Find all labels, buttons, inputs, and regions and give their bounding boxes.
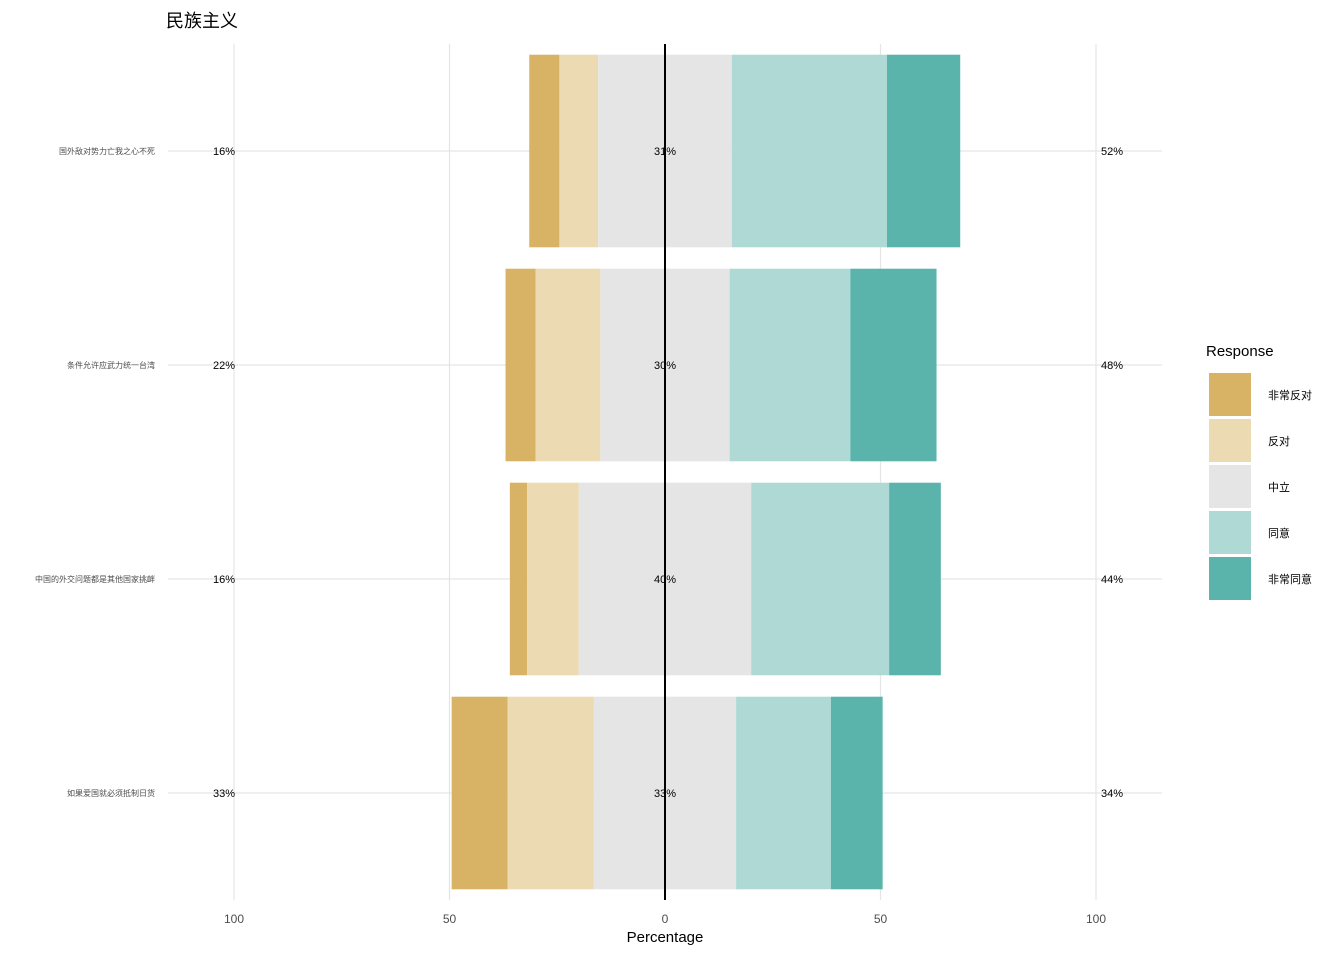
legend-title: Response bbox=[1206, 343, 1274, 360]
legend-key bbox=[1209, 465, 1251, 508]
x-tick-label: 50 bbox=[443, 912, 457, 926]
y-tick-label: 如果爱国就必须抵制日货 bbox=[67, 788, 155, 798]
label-layer: 国外敌对势力亡我之心不死 16% 31% 52% 条件允许应武力统一台湾 22% 30% 48… bbox=[35, 146, 1123, 800]
high-percent-label: 52% bbox=[1101, 146, 1123, 158]
x-axis: 100 50 0 50 100 bbox=[224, 912, 1106, 926]
x-axis-label: Percentage bbox=[627, 929, 704, 946]
x-tick-label: 50 bbox=[874, 912, 888, 926]
bar-segment bbox=[559, 54, 599, 248]
low-percent-label: 22% bbox=[213, 360, 235, 372]
neutral-percent-label: 33% bbox=[654, 788, 676, 800]
legend-label: 非常同意 bbox=[1268, 572, 1312, 586]
legend-label: 非常反对 bbox=[1268, 388, 1312, 402]
chart-title: 民族主义 bbox=[166, 11, 238, 32]
high-percent-label: 48% bbox=[1101, 360, 1123, 372]
low-percent-label: 16% bbox=[213, 574, 235, 586]
bar-segment bbox=[535, 268, 601, 462]
y-tick-label: 条件允许应武力统一台湾 bbox=[67, 360, 155, 370]
legend-label: 反对 bbox=[1268, 434, 1290, 448]
bar-segment bbox=[527, 482, 579, 676]
y-tick-label: 国外敌对势力亡我之心不死 bbox=[59, 146, 155, 156]
legend-key bbox=[1209, 373, 1251, 416]
bar-segment bbox=[529, 54, 560, 248]
low-percent-label: 16% bbox=[213, 146, 235, 158]
legend-key bbox=[1209, 419, 1251, 462]
y-tick-label: 中国的外交问题都是其他国家挑衅 bbox=[35, 574, 155, 584]
bar-segment bbox=[509, 482, 528, 676]
bar-segment bbox=[889, 482, 941, 676]
bar-segment bbox=[830, 696, 883, 890]
neutral-percent-label: 40% bbox=[654, 574, 676, 586]
bar-segment bbox=[751, 482, 890, 676]
bar-segment bbox=[507, 696, 594, 890]
neutral-percent-label: 30% bbox=[654, 360, 676, 372]
high-percent-label: 34% bbox=[1101, 788, 1123, 800]
legend-key bbox=[1209, 511, 1251, 554]
high-percent-label: 44% bbox=[1101, 574, 1123, 586]
bar-segment bbox=[886, 54, 961, 248]
legend-label: 同意 bbox=[1268, 526, 1290, 540]
bar-layer bbox=[451, 54, 961, 890]
neutral-percent-label: 31% bbox=[654, 146, 676, 158]
bar-segment bbox=[729, 268, 851, 462]
x-tick-label: 100 bbox=[1086, 912, 1106, 926]
x-tick-label: 100 bbox=[224, 912, 244, 926]
bar-segment bbox=[736, 696, 831, 890]
legend-key bbox=[1209, 557, 1251, 600]
x-tick-label: 0 bbox=[662, 912, 669, 926]
bar-segment bbox=[850, 268, 937, 462]
bar-segment bbox=[505, 268, 536, 462]
low-percent-label: 33% bbox=[213, 788, 235, 800]
legend-label: 中立 bbox=[1268, 480, 1290, 494]
bar-segment bbox=[451, 696, 508, 890]
bar-segment bbox=[731, 54, 887, 248]
